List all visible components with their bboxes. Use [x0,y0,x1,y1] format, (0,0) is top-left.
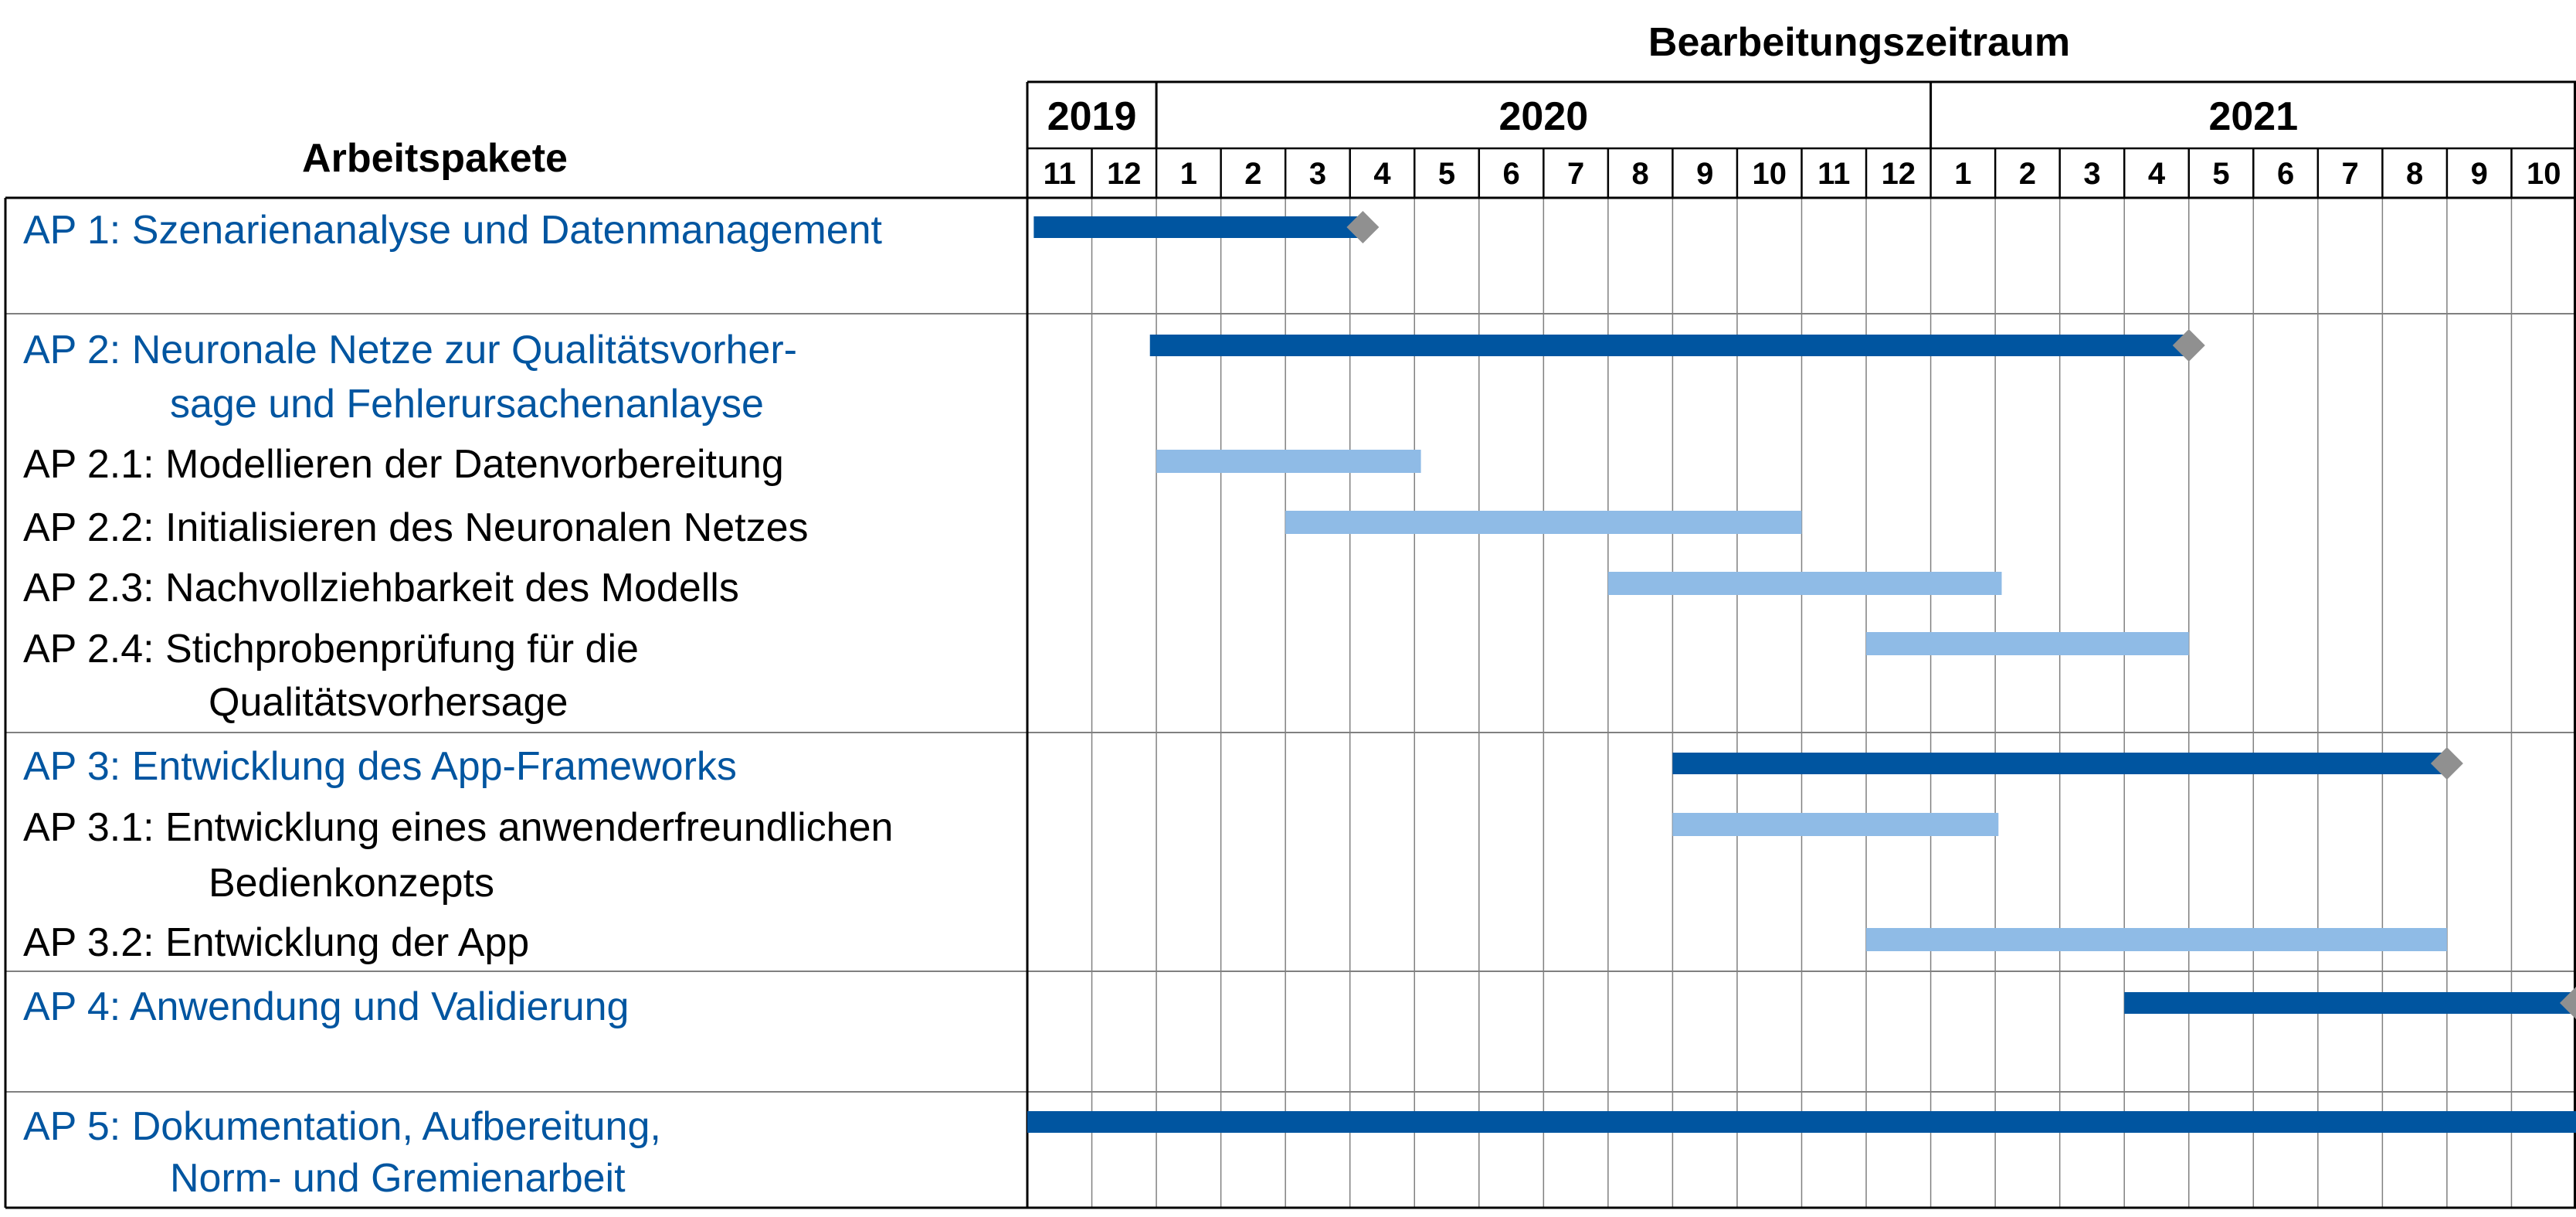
subpackage-label: AP 3.1: Entwicklung eines anwenderfreund… [23,805,893,850]
month-label: 1 [1180,157,1197,191]
work-package-bar [1672,753,2447,774]
month-label: 6 [2277,157,2294,191]
subpackage-label: AP 2.2: Initialisieren des Neuronalen Ne… [23,505,809,550]
work-package-label: AP 1: Szenarienanalyse und Datenmanageme… [23,208,883,253]
work-package-label: AP 5: Dokumentation, Aufbereitung, [23,1104,661,1149]
month-label: 7 [2341,157,2358,191]
month-label: 10 [1752,157,1787,191]
work-package-bar [2124,992,2576,1014]
month-label: 1 [1954,157,1971,191]
month-label: 11 [1044,157,1076,191]
subpackage-label-continued: Bedienkonzepts [209,861,494,906]
milestone-diamond [2172,329,2205,362]
work-packages-header: Arbeitspakete [302,136,568,181]
bars-layer [1027,211,2576,1133]
work-package-label: AP 4: Anwendung und Validierung [23,984,629,1029]
month-label: 11 [1817,157,1850,191]
milestone-diamond [2560,987,2576,1019]
work-package-label-continued: Norm- und Gremienarbeit [170,1156,626,1201]
month-label: 9 [2471,157,2488,191]
subpackage-bar [1672,813,1999,836]
month-label: 4 [1373,157,1391,191]
month-label: 2 [1244,157,1261,191]
subpackage-bar [1156,450,1421,473]
subpackage-label: AP 2.3: Nachvollziehbarkeit des Modells [23,566,739,610]
work-package-label: AP 2: Neuronale Netze zur Qualitätsvorhe… [23,328,797,372]
subpackage-label: AP 3.2: Entwicklung der App [23,920,529,965]
work-package-bar [1149,335,2189,356]
subpackage-bar [1285,511,1802,534]
month-label: 8 [1632,157,1649,191]
subpackage-label-continued: Qualitätsvorhersage [209,680,568,725]
year-label: 2021 [2208,94,2298,139]
month-label: 9 [1696,157,1713,191]
month-label: 10 [2527,157,2561,191]
timeline-title: Bearbeitungszeitraum [1648,20,2070,65]
month-label: 5 [2212,157,2229,191]
milestone-diamond [1346,211,1380,243]
work-package-bar [1027,1111,2576,1133]
work-package-label-continued: sage und Fehlerursachenanlayse [170,382,764,427]
month-label: 4 [2148,157,2166,191]
subpackage-bar [1866,928,2447,951]
subpackage-label: AP 2.1: Modellieren der Datenvorbereitun… [23,442,784,487]
month-label: 6 [1502,157,1519,191]
milestone-diamond [2430,747,2463,780]
month-label: 12 [1107,157,1142,191]
subpackage-label: AP 2.4: Stichprobenprüfung für die [23,627,639,671]
year-label: 2020 [1498,94,1588,139]
month-label: 3 [1309,157,1326,191]
month-label: 7 [1567,157,1584,191]
month-label: 2 [2019,157,2036,191]
subpackage-bar [1607,572,2002,595]
grid-layer [4,80,2576,1209]
year-label: 2019 [1047,94,1137,139]
work-package-label: AP 3: Entwicklung des App-Frameworks [23,744,737,789]
work-package-bar [1033,216,1363,238]
month-label: 3 [2083,157,2100,191]
month-label: 8 [2406,157,2423,191]
month-label: 12 [1882,157,1916,191]
month-label: 5 [1438,157,1455,191]
subpackage-bar [1866,632,2189,655]
